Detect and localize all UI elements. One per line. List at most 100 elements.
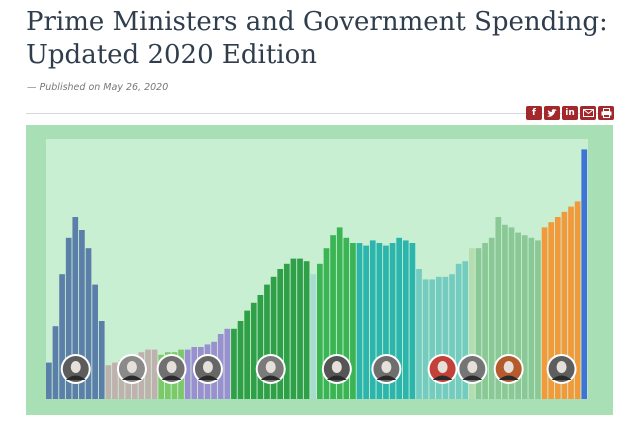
bar-11-4 bbox=[568, 206, 574, 399]
bar-4-1 bbox=[237, 321, 244, 399]
portrait-6 bbox=[371, 354, 402, 384]
portrait-suit bbox=[260, 375, 281, 380]
bar-8-5 bbox=[449, 274, 455, 399]
bar-7-1 bbox=[363, 245, 369, 399]
bar-8-1 bbox=[422, 279, 429, 399]
twitter-icon bbox=[547, 108, 557, 117]
article-title-line-1: Prime Ministers and Government Spending: bbox=[26, 7, 608, 37]
bar-6-5 bbox=[350, 243, 356, 399]
portrait-suit bbox=[197, 375, 218, 380]
bar-1-0 bbox=[105, 365, 112, 399]
portrait-4 bbox=[255, 354, 286, 384]
portrait-suit bbox=[376, 375, 397, 380]
bar-6-2 bbox=[330, 235, 336, 399]
bar-7-0 bbox=[356, 243, 363, 399]
bar-10-0 bbox=[475, 248, 482, 399]
bar-1-6 bbox=[145, 349, 151, 399]
bar-0-6 bbox=[85, 248, 92, 399]
portrait-face bbox=[467, 361, 478, 373]
facebook-icon: f bbox=[532, 108, 536, 118]
portrait-face bbox=[126, 361, 137, 373]
portrait-2 bbox=[156, 354, 187, 384]
linkedin-icon: in bbox=[565, 108, 575, 118]
portrait-8 bbox=[457, 354, 488, 384]
bar-6-4 bbox=[343, 237, 350, 399]
bar-10-5 bbox=[508, 227, 515, 399]
bar-4-4 bbox=[257, 295, 264, 399]
bar-7-7 bbox=[402, 240, 409, 399]
bar-6-3 bbox=[336, 227, 343, 399]
portrait-9 bbox=[493, 354, 524, 384]
portrait-face bbox=[331, 361, 342, 373]
article-title-line-2: Updated 2020 Edition bbox=[26, 40, 317, 70]
bar-8-4 bbox=[442, 276, 449, 399]
portrait-face bbox=[503, 361, 514, 373]
portrait-suit bbox=[432, 375, 453, 380]
portrait-5 bbox=[321, 354, 352, 384]
bar-10-3 bbox=[495, 217, 502, 399]
share-bar: f in bbox=[526, 106, 614, 120]
portrait-face bbox=[556, 361, 567, 373]
bar-8-3 bbox=[435, 276, 442, 399]
bar-10-2 bbox=[488, 237, 495, 399]
bar-4-0 bbox=[231, 328, 237, 399]
bar-0-5 bbox=[79, 230, 85, 399]
portrait-face bbox=[437, 361, 448, 373]
portrait-face bbox=[166, 361, 177, 373]
portrait-suit bbox=[161, 375, 182, 380]
bar-8-6 bbox=[455, 263, 462, 399]
bar-5-0 bbox=[310, 274, 317, 399]
spending-chart bbox=[26, 125, 613, 415]
facebook-share-button[interactable]: f bbox=[526, 106, 542, 120]
portrait-suit bbox=[326, 375, 347, 380]
chart-canvas bbox=[46, 139, 588, 399]
bar-0-8 bbox=[98, 321, 105, 399]
bar-4-10 bbox=[297, 258, 303, 399]
portrait-suit bbox=[462, 375, 483, 380]
bar-10-8 bbox=[528, 237, 535, 399]
bar-7-2 bbox=[369, 240, 376, 399]
bar-10-1 bbox=[482, 243, 488, 399]
portrait-face bbox=[70, 361, 81, 373]
bar-7-6 bbox=[396, 237, 403, 399]
bar-4-9 bbox=[290, 258, 297, 399]
portrait-0 bbox=[60, 354, 91, 384]
bar-11-2 bbox=[554, 217, 561, 399]
email-share-button[interactable] bbox=[580, 106, 596, 120]
portrait-suit bbox=[551, 375, 572, 380]
portrait-suit bbox=[65, 375, 86, 380]
portrait-face bbox=[381, 361, 392, 373]
bar-3-6 bbox=[224, 328, 231, 399]
bar-11-1 bbox=[548, 222, 555, 399]
published-date: — Published on May 26, 2020 bbox=[27, 82, 169, 93]
bar-0-0 bbox=[46, 362, 52, 399]
bar-11-5 bbox=[574, 201, 581, 399]
linkedin-share-button[interactable]: in bbox=[562, 106, 578, 120]
bar-4-2 bbox=[244, 310, 250, 399]
portrait-10 bbox=[546, 354, 577, 384]
bar-0-7 bbox=[92, 284, 98, 399]
bar-4-11 bbox=[303, 261, 310, 399]
email-icon bbox=[582, 109, 594, 117]
article-title: Prime Ministers and Government Spending:… bbox=[26, 6, 626, 72]
portrait-3 bbox=[192, 354, 223, 384]
bar-7-3 bbox=[376, 243, 383, 399]
bar-6-1 bbox=[323, 248, 330, 399]
portrait-1 bbox=[116, 354, 147, 384]
bar-0-2 bbox=[59, 274, 65, 399]
bar-8-0 bbox=[416, 269, 422, 399]
bar-11-0 bbox=[541, 227, 548, 399]
bar-11-3 bbox=[561, 211, 568, 399]
portrait-face bbox=[265, 361, 276, 373]
portrait-face bbox=[202, 361, 213, 373]
bar-4-7 bbox=[277, 269, 284, 399]
bar-1-7 bbox=[151, 349, 158, 399]
bar-6-0 bbox=[317, 263, 323, 399]
twitter-share-button[interactable] bbox=[544, 106, 560, 120]
bar-0-1 bbox=[52, 326, 59, 399]
bar-10-4 bbox=[502, 224, 508, 399]
print-button[interactable] bbox=[598, 106, 614, 120]
bar-4-8 bbox=[283, 263, 290, 399]
bar-10-6 bbox=[515, 232, 521, 399]
bar-4-6 bbox=[270, 276, 277, 399]
